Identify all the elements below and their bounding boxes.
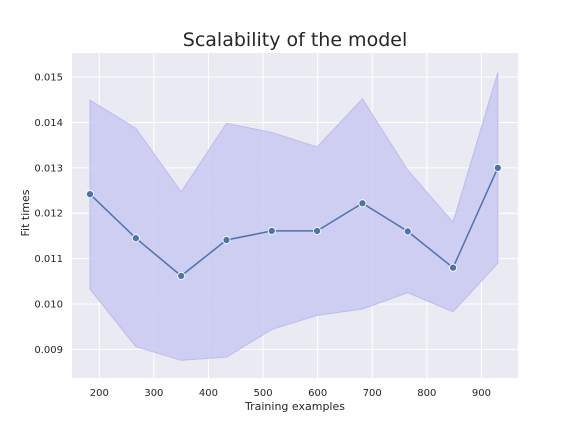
y-tick-label: 0.014 <box>34 118 63 129</box>
data-point <box>222 235 231 245</box>
y-tick-label: 0.012 <box>34 209 63 220</box>
y-tick-label: 0.009 <box>34 345 63 356</box>
x-tick-label: 500 <box>254 388 273 399</box>
confidence-band-area <box>89 72 499 361</box>
data-point <box>85 190 95 199</box>
y-tick-label: 0.015 <box>34 73 63 84</box>
data-point <box>267 226 276 235</box>
data-point <box>131 234 140 243</box>
data-point <box>313 226 322 235</box>
x-tick-label: 700 <box>363 388 382 399</box>
data-points <box>85 163 502 280</box>
data-point <box>493 163 502 172</box>
confidence-band <box>89 72 499 361</box>
data-point <box>448 263 458 272</box>
data-point <box>177 271 186 280</box>
x-tick-label: 600 <box>308 388 327 399</box>
y-tick-label: 0.013 <box>34 163 63 174</box>
x-tick-labels: 200 300 400 500 600 700 800 900 <box>90 388 491 399</box>
x-tick-label: 400 <box>199 388 218 399</box>
y-tick-label: 0.011 <box>34 254 63 265</box>
data-point <box>358 199 367 208</box>
x-tick-label: 300 <box>144 388 163 399</box>
series-line-path <box>89 167 499 277</box>
x-tick-label: 200 <box>90 388 109 399</box>
series-line <box>89 167 499 277</box>
x-tick-label: 900 <box>472 388 491 399</box>
x-tick-label: 800 <box>417 388 436 399</box>
chart-title: Scalability of the model <box>183 29 407 51</box>
y-tick-labels: 0.009 0.010 0.011 0.012 0.013 0.014 0.015 <box>34 73 63 356</box>
x-axis-title: Training examples <box>244 400 345 413</box>
y-tick-label: 0.010 <box>34 300 63 311</box>
data-point <box>403 227 412 236</box>
y-axis-title: Fit times <box>19 189 32 236</box>
